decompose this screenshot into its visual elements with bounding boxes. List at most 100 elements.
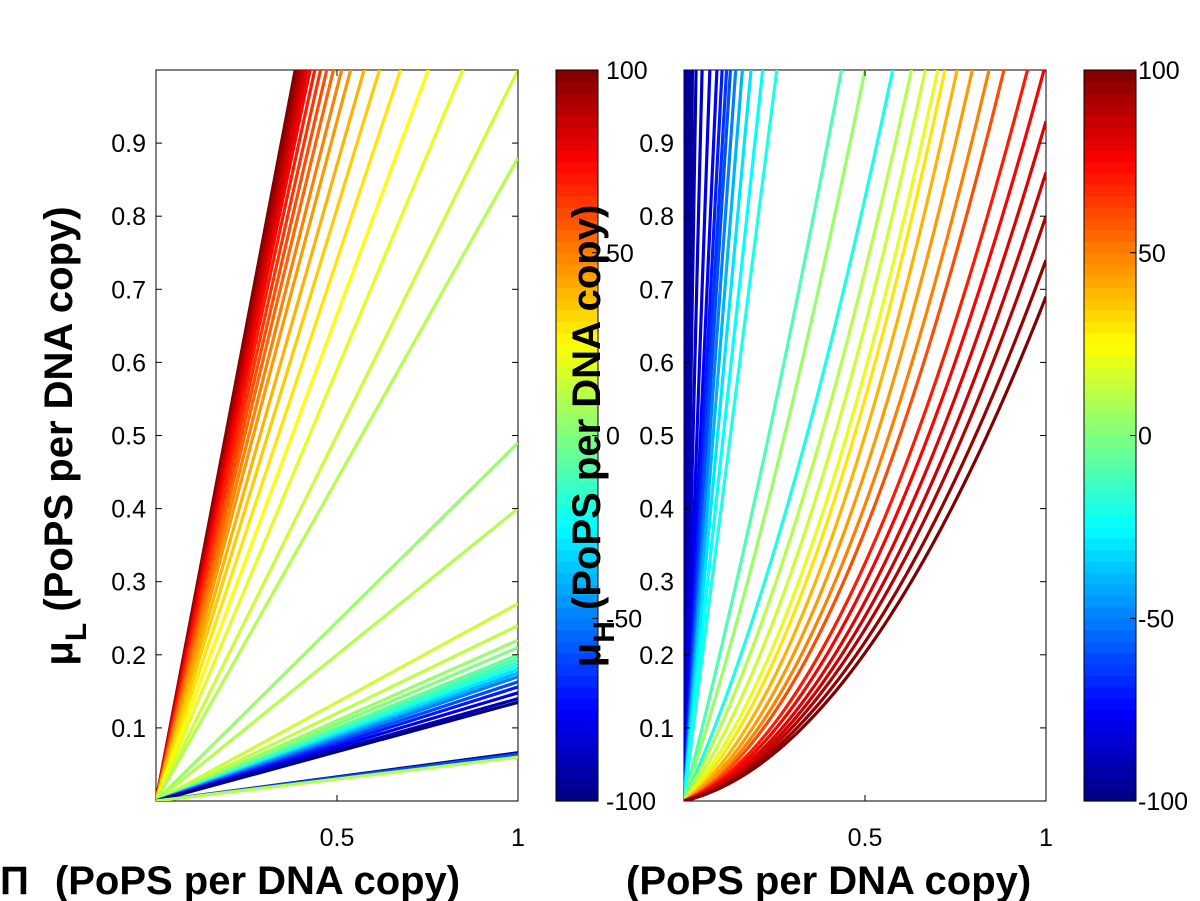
- left-ytick-label-0: 0.1: [111, 715, 146, 743]
- right-colorbar-segment-58: [1084, 127, 1136, 140]
- left-colorbar: -100 -50 0 50 100: [555, 57, 656, 816]
- right-x-axis: 0.5 1: [848, 70, 1053, 852]
- right-colorbar: -100 -50 0 50 100: [1083, 57, 1188, 816]
- left-colorbar-segment-63: [556, 70, 598, 83]
- left-colorbar-segment-26: [556, 492, 598, 505]
- left-ytick-label-3: 0.4: [111, 496, 146, 524]
- right-colorbar-segment-49: [1084, 229, 1136, 242]
- left-panel: 0.10.20.30.40.50.60.70.80.9 0.5 1 -100-50…: [0, 57, 656, 901]
- left-series-line-14: [156, 70, 403, 801]
- right-colorbar-segment-5: [1084, 732, 1136, 745]
- left-colorbar-segment-35: [556, 389, 598, 402]
- right-colorbar-segment-22: [1084, 538, 1136, 551]
- left-colorbar-segment-61: [556, 92, 598, 105]
- left-colorbar-segment-11: [556, 663, 598, 676]
- left-x-axis: 0.5 1: [320, 70, 525, 852]
- left-colorbar-segment-16: [556, 606, 598, 619]
- right-colorbar-label-2: 0: [1138, 423, 1152, 451]
- left-colorbar-segment-6: [556, 721, 598, 734]
- right-colorbar-segment-24: [1084, 515, 1136, 528]
- left-colorbar-segment-17: [556, 595, 598, 608]
- left-series-line-12: [156, 70, 366, 801]
- left-colorbar-segment-9: [556, 686, 598, 699]
- left-ytick-label-8: 0.9: [111, 130, 146, 158]
- left-ylabel-sub: L: [60, 623, 93, 641]
- right-series-curve-3: [684, 70, 704, 801]
- left-colorbar-segment-21: [556, 549, 598, 562]
- right-series-curve-11: [684, 70, 753, 801]
- left-colorbar-segment-48: [556, 241, 598, 254]
- right-colorbar-segment-37: [1084, 366, 1136, 379]
- left-series-line-22: [156, 624, 518, 801]
- left-y-axis: 0.1 0.2 0.3 0.4 0.5 0.6 0.7 0.8 0.9: [111, 130, 518, 743]
- right-colorbar-segment-55: [1084, 161, 1136, 174]
- right-colorbar-segment-46: [1084, 264, 1136, 277]
- left-xtick-label-1: 1: [511, 824, 525, 852]
- right-xtick-label-0: 0.5: [848, 824, 883, 852]
- right-series-curve-13: [684, 70, 779, 801]
- left-colorbar-segment-13: [556, 641, 598, 654]
- right-colorbar-segment-7: [1084, 709, 1136, 722]
- right-colorbar-segment-20: [1084, 561, 1136, 574]
- right-colorbar-segment-2: [1084, 766, 1136, 779]
- right-ytick-label-7: 0.8: [639, 203, 674, 231]
- left-colorbar-label-4: 100: [606, 57, 648, 85]
- right-colorbar-segment-31: [1084, 435, 1136, 448]
- right-ylabel-sub: H: [588, 621, 621, 643]
- right-colorbar-segment-25: [1084, 504, 1136, 517]
- left-colorbar-segment-33: [556, 412, 598, 425]
- right-colorbar-segment-39: [1084, 344, 1136, 357]
- right-colorbar-segment-43: [1084, 298, 1136, 311]
- left-colorbar-segment-60: [556, 104, 598, 117]
- left-colorbar-segment-12: [556, 652, 598, 665]
- left-colorbar-label-3: 50: [606, 240, 634, 268]
- left-colorbar-segment-53: [556, 184, 598, 197]
- right-x-label: (PoPS per DNA copy): [626, 859, 1031, 901]
- left-xtick-label-0: 0.5: [320, 824, 355, 852]
- right-colorbar-segment-32: [1084, 424, 1136, 437]
- left-series-line-13: [156, 70, 382, 801]
- right-series-curve-15: [684, 70, 867, 801]
- left-colorbar-segment-45: [556, 275, 598, 288]
- left-colorbar-segment-1: [556, 778, 598, 791]
- left-series-line-7: [156, 70, 323, 801]
- right-colorbar-segment-41: [1084, 321, 1136, 334]
- left-series-line-9: [156, 70, 336, 801]
- right-colorbar-segment-1: [1084, 778, 1136, 791]
- left-colorbar-segment-51: [556, 207, 598, 220]
- left-series-line-8: [156, 70, 329, 801]
- right-series-curve-28: [684, 171, 1046, 801]
- right-colorbar-label-1: -50: [1138, 605, 1174, 633]
- left-ytick-label-1: 0.2: [111, 642, 146, 670]
- right-ytick-label-8: 0.9: [639, 130, 674, 158]
- left-colorbar-segment-23: [556, 526, 598, 539]
- right-series-curve-12: [684, 70, 765, 801]
- right-series-curve-22: [684, 70, 974, 801]
- right-colorbar-segment-33: [1084, 412, 1136, 425]
- right-series-curve-20: [684, 70, 947, 801]
- left-colorbar-segment-20: [556, 561, 598, 574]
- left-colorbar-segment-31: [556, 435, 598, 448]
- right-series-curve-29: [684, 215, 1046, 801]
- left-ytick-label-7: 0.8: [111, 203, 146, 231]
- right-colorbar-segment-19: [1084, 572, 1136, 585]
- left-colorbar-segment-40: [556, 332, 598, 345]
- left-colorbar-segment-37: [556, 366, 598, 379]
- left-colorbar-segment-0: [556, 789, 598, 802]
- right-ylabel-text: (PoPS per DNA copy): [565, 205, 609, 610]
- left-colorbar-segment-19: [556, 572, 598, 585]
- right-colorbar-segment-17: [1084, 595, 1136, 608]
- left-ytick-label-4: 0.5: [111, 423, 146, 451]
- right-colorbar-segment-52: [1084, 195, 1136, 208]
- right-colorbar-segment-61: [1084, 92, 1136, 105]
- right-colorbar-segment-51: [1084, 207, 1136, 220]
- left-series-line-19: [156, 441, 518, 801]
- right-colorbar-segment-63: [1084, 70, 1136, 83]
- left-colorbar-segment-52: [556, 195, 598, 208]
- right-ytick-label-2: 0.3: [639, 569, 674, 597]
- left-colorbar-segment-58: [556, 127, 598, 140]
- right-y-label: μH (PoPS per DNA copy): [565, 205, 621, 668]
- right-series-curve-18: [684, 70, 927, 801]
- left-colorbar-label-1: -50: [606, 605, 642, 633]
- right-colorbar-segment-56: [1084, 149, 1136, 162]
